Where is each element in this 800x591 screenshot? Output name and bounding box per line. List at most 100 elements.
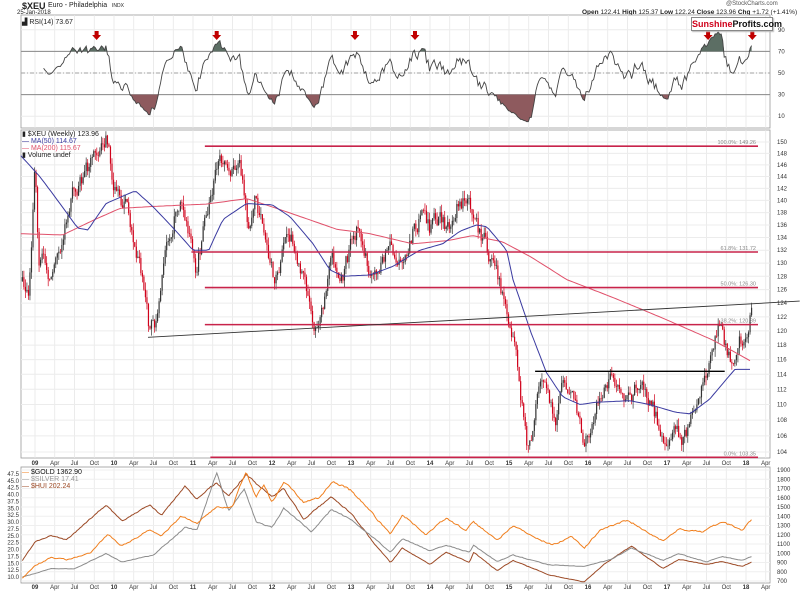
candle — [738, 330, 741, 356]
candle-body — [526, 426, 528, 446]
candle — [143, 274, 145, 291]
candle — [682, 436, 684, 452]
candle — [665, 437, 668, 447]
candle — [99, 147, 101, 158]
price-tick-label: 140 — [777, 198, 788, 204]
price-tick-label: 104 — [777, 450, 788, 456]
candle-body — [570, 392, 572, 394]
candle — [35, 169, 37, 193]
candle — [258, 205, 260, 218]
candle — [434, 208, 437, 224]
silver-tick-label: 25.0 — [7, 534, 19, 540]
candle — [222, 155, 224, 167]
candle — [84, 164, 86, 178]
candle-body — [65, 222, 68, 225]
candle-body — [339, 277, 341, 282]
rsi-tick-label: 70 — [778, 49, 785, 55]
candle — [371, 270, 373, 284]
candle-body — [410, 240, 412, 244]
candle-body — [322, 307, 324, 309]
candle — [476, 213, 478, 222]
x-tick-label: Oct — [406, 461, 416, 467]
candle — [205, 211, 207, 219]
candle — [729, 346, 731, 363]
candle — [170, 236, 172, 244]
candle-body — [400, 259, 402, 262]
candle-body — [163, 263, 165, 275]
candle-body — [457, 203, 459, 207]
candle — [181, 199, 183, 210]
candle-body — [38, 231, 40, 266]
candle — [337, 272, 339, 279]
candle-body — [520, 381, 522, 401]
candle-body — [662, 435, 665, 443]
candle — [612, 372, 614, 382]
candle-body — [659, 429, 662, 437]
x-tick-label: 17 — [664, 461, 671, 467]
candle-body — [691, 412, 693, 415]
candle-body — [486, 236, 488, 253]
low-value: 122.24 — [674, 9, 695, 16]
candle — [266, 232, 268, 251]
candle — [334, 262, 336, 271]
candle — [460, 198, 463, 210]
x-tick-label: 09 — [32, 585, 39, 591]
candle — [50, 276, 52, 280]
candle-body — [463, 198, 466, 201]
candle-body — [346, 256, 349, 262]
candle — [24, 279, 26, 298]
candle-body — [717, 323, 719, 337]
candle — [469, 191, 472, 213]
candle — [442, 214, 444, 229]
rsi-label: RSI(14) 73.67 — [29, 19, 73, 26]
candle — [687, 424, 689, 443]
candle-body — [359, 228, 361, 231]
candle-body — [64, 224, 66, 240]
candle — [685, 427, 687, 438]
candle-body — [638, 388, 640, 390]
candle — [577, 411, 579, 418]
sunshine-profits-logo[interactable]: SunshineProfits.com — [691, 17, 782, 31]
gold-tick-label: 1700 — [777, 487, 791, 493]
candle — [103, 138, 105, 152]
candle — [240, 155, 242, 177]
x-tick-label: Apr — [208, 585, 217, 591]
candle — [346, 254, 349, 264]
candle — [482, 234, 484, 244]
candle — [638, 388, 640, 394]
candle-body — [117, 189, 119, 191]
candle — [187, 216, 189, 238]
candle-body — [448, 222, 450, 229]
candle-body — [276, 272, 279, 275]
x-tick-label: Jul — [624, 461, 632, 467]
candle — [545, 378, 548, 395]
candle — [667, 439, 669, 451]
candle-body — [690, 414, 692, 424]
symbol-name: Euro - Philadelphia — [48, 2, 108, 9]
candle — [352, 231, 355, 244]
candle-body — [655, 411, 657, 417]
candle — [87, 159, 89, 176]
candle-body — [161, 274, 163, 291]
silver-tick-label: 22.5 — [7, 541, 19, 547]
candle-body — [510, 327, 513, 337]
candle-body — [430, 224, 432, 233]
legend-xeu: ▮ $XEU (Weekly) 123.96 — [22, 131, 99, 138]
candle-body — [90, 158, 92, 167]
candle-body — [538, 386, 540, 394]
candle — [412, 226, 414, 245]
candle — [182, 195, 184, 218]
gold-tick-label: 1100 — [777, 542, 791, 548]
candle-body — [504, 299, 507, 305]
x-tick-label: Jul — [229, 461, 237, 467]
candle — [23, 270, 25, 290]
candle — [596, 399, 598, 420]
candle-body — [167, 241, 169, 243]
x-tick-label: Jul — [703, 585, 711, 591]
x-tick-label: Jul — [545, 585, 553, 591]
candle — [307, 284, 309, 297]
candle — [634, 381, 636, 396]
candle — [272, 261, 274, 278]
candle — [343, 265, 346, 288]
candle-body — [509, 325, 511, 328]
